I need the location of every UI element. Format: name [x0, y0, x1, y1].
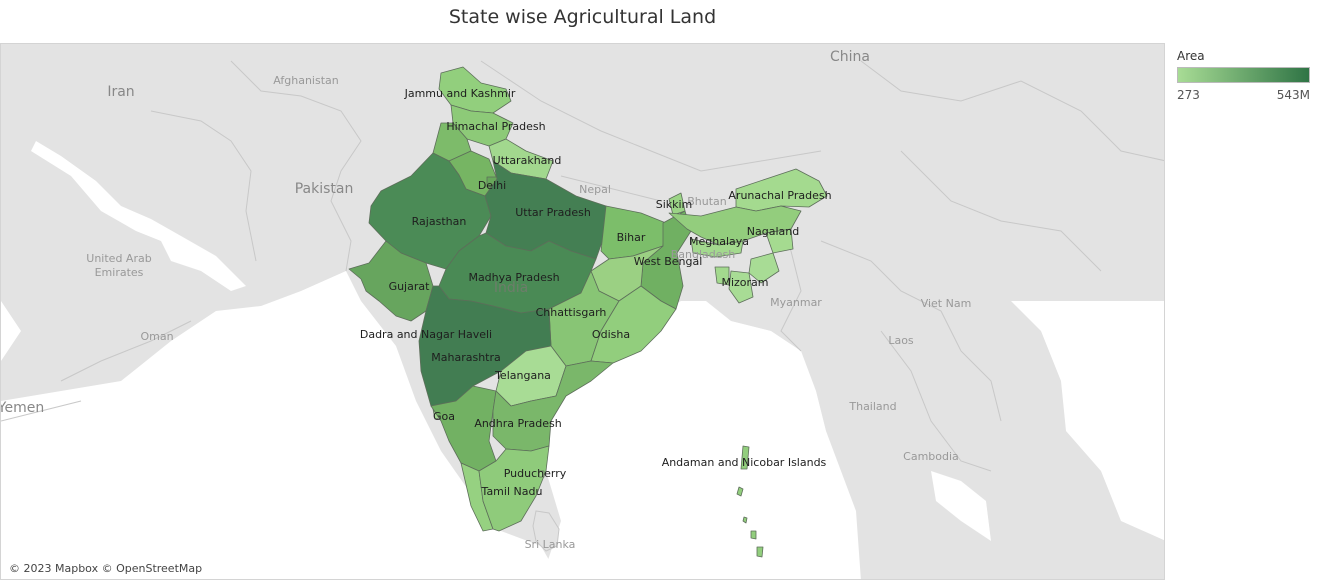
label-chhattisgarh: Chhattisgarh: [536, 306, 607, 319]
label-cambodia: Cambodia: [903, 450, 959, 463]
thailand-border: [880, 330, 992, 472]
label-oman: Oman: [140, 330, 173, 343]
label-laos: Laos: [888, 334, 914, 347]
state-jammu-kashmir[interactable]: [438, 66, 512, 114]
label-maharashtra: Maharashtra: [431, 351, 501, 364]
state-nagaland[interactable]: [765, 228, 794, 254]
state-meghalaya[interactable]: [690, 238, 744, 258]
label-bihar: Bihar: [617, 231, 646, 244]
label-west-bengal: West Bengal: [634, 255, 703, 268]
label-uttarakhand: Uttarakhand: [493, 154, 562, 167]
label-thailand: Thailand: [848, 400, 896, 413]
label-nagaland: Nagaland: [747, 225, 799, 238]
legend-gradient-bar: [1177, 67, 1310, 83]
bay-of-bengal: [531, 301, 861, 579]
label-himachal-pradesh: Himachal Pradesh: [446, 120, 545, 133]
label-nepal: Nepal: [579, 183, 611, 196]
yemen-border: [1, 400, 82, 422]
label-bangladesh: Bangladesh: [671, 248, 736, 261]
label-vietnam: Viet Nam: [921, 297, 972, 310]
state-karnataka[interactable]: [430, 385, 497, 472]
label-uttar-pradesh: Uttar Pradesh: [515, 206, 591, 219]
label-afghanistan: Afghanistan: [273, 74, 339, 87]
label-telangana: Telangana: [494, 369, 551, 382]
label-odisha: Odisha: [592, 328, 630, 341]
label-bhutan: Bhutan: [687, 195, 727, 208]
label-madhya-pradesh: Madhya Pradesh: [468, 271, 559, 284]
state-tamil-nadu[interactable]: [478, 445, 550, 532]
label-myanmar: Myanmar: [770, 296, 822, 309]
label-puducherry: Puducherry: [504, 467, 567, 480]
label-iran: Iran: [107, 84, 134, 100]
south-china-sea: [1011, 301, 1164, 541]
label-arunachal-pradesh: Arunachal Pradesh: [728, 189, 831, 202]
state-andhra-pradesh[interactable]: [492, 360, 614, 452]
label-india: India: [494, 280, 528, 296]
arabian-sea: [1, 271, 560, 579]
label-delhi: Delhi: [478, 179, 506, 192]
legend-title: Area: [1177, 49, 1205, 63]
label-sikkim: Sikkim: [656, 198, 693, 211]
label-china: China: [830, 49, 870, 65]
label-uae-1: United Arab: [86, 252, 151, 265]
hainan-shape: [1006, 336, 1031, 359]
gulf-of-thailand: [931, 471, 991, 541]
map-view[interactable]: China Iran Afghanistan Pakistan Nepal Bh…: [0, 43, 1165, 580]
label-andhra-pradesh: Andhra Pradesh: [474, 417, 561, 430]
oman-border: [60, 320, 192, 382]
label-gujarat: Gujarat: [389, 280, 431, 293]
iran-border: [150, 110, 257, 262]
state-tripura[interactable]: [714, 266, 730, 286]
label-yemen: Yemen: [1, 400, 44, 416]
legend-min-label: 273: [1177, 88, 1200, 102]
label-sri-lanka: Sri Lanka: [525, 538, 576, 551]
label-dadra-nagar-haveli: Dadra and Nagar Haveli: [360, 328, 492, 341]
label-rajasthan: Rajasthan: [412, 215, 467, 228]
pakistan-border: [230, 60, 362, 272]
label-jammu-kashmir: Jammu and Kashmir: [404, 87, 516, 100]
label-uae-2: Emirates: [95, 266, 144, 279]
sri-lanka-shape: [532, 510, 560, 552]
china-border: [480, 60, 822, 172]
state-andaman-nicobar[interactable]: [736, 445, 764, 558]
india-states: [348, 66, 828, 558]
persian-gulf: [31, 141, 246, 291]
laos-border: [820, 240, 1002, 422]
legend-range: 273 543M: [1177, 88, 1310, 102]
color-legend: Area 273 543M: [1177, 49, 1317, 102]
china-internal-border: [860, 60, 1164, 162]
nepal-border: [560, 175, 662, 202]
state-odisha[interactable]: [590, 285, 677, 364]
label-goa: Goa: [433, 410, 455, 423]
label-mizoram: Mizoram: [721, 276, 768, 289]
legend-max-label: 543M: [1276, 88, 1310, 102]
red-sea: [1, 301, 21, 361]
map-canvas[interactable]: China Iran Afghanistan Pakistan Nepal Bh…: [1, 43, 1165, 580]
chart-title: State wise Agricultural Land: [448, 6, 717, 28]
state-manipur[interactable]: [748, 252, 780, 284]
state-mizoram[interactable]: [728, 270, 754, 304]
label-tamil-nadu: Tamil Nadu: [481, 485, 543, 498]
label-pakistan: Pakistan: [295, 181, 354, 197]
state-puducherry[interactable]: [538, 470, 545, 478]
label-meghalaya: Meghalaya: [689, 235, 749, 248]
china-south-border: [900, 150, 1102, 272]
label-andaman-nicobar: Andaman and Nicobar Islands: [662, 456, 827, 469]
map-attribution: © 2023 Mapbox © OpenStreetMap: [9, 562, 203, 575]
